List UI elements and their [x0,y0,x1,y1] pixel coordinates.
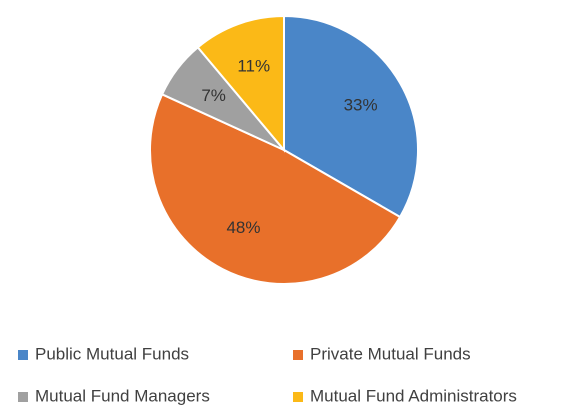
legend-swatch [18,392,28,402]
legend-label: Mutual Fund Administrators [310,386,517,405]
data-label: 7% [201,86,226,105]
legend-label: Public Mutual Funds [35,344,189,363]
legend-swatch [293,350,303,360]
legend-label: Private Mutual Funds [310,344,471,363]
legend-swatch [293,392,303,402]
data-label: 33% [344,95,378,114]
data-label: 11% [237,56,270,75]
legend-swatch [18,350,28,360]
pie-slice [196,14,285,153]
legend-label: Mutual Fund Managers [35,386,210,405]
pie-slice [149,93,402,285]
data-label: 48% [226,218,260,237]
pie-slice [283,14,419,219]
